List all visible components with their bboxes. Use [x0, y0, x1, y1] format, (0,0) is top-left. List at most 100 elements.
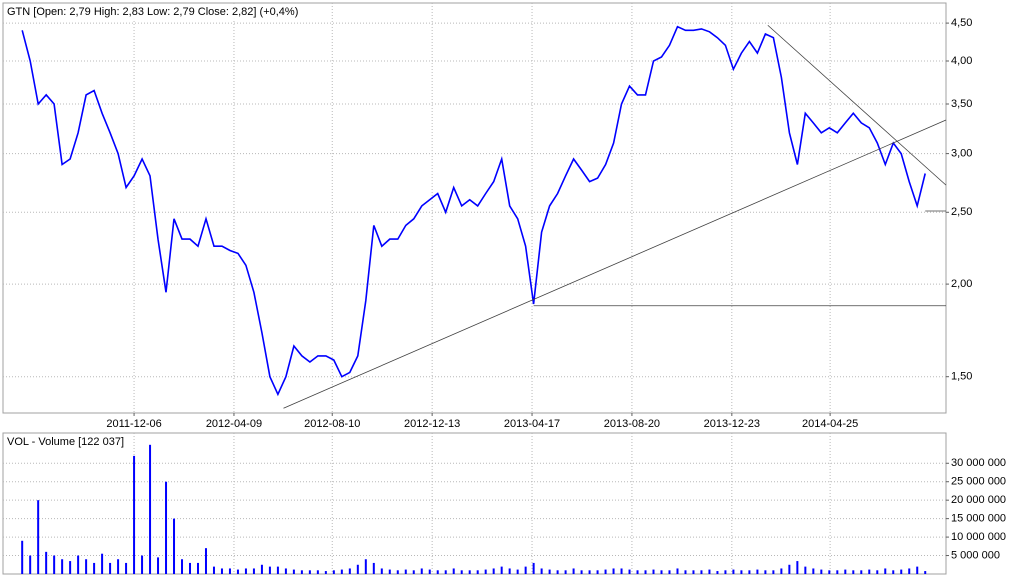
- volume-bar: [628, 569, 631, 574]
- volume-bar: [668, 570, 671, 574]
- volume-bar: [556, 570, 559, 574]
- volume-bar: [332, 570, 335, 574]
- volume-bar: [236, 569, 239, 574]
- x-tick-label: 2012-08-10: [304, 418, 360, 430]
- volume-bar: [396, 570, 399, 574]
- volume-bar: [580, 570, 583, 574]
- y-tick-label: 2,50: [951, 206, 972, 218]
- volume-bar: [300, 570, 303, 574]
- volume-bar: [780, 568, 783, 574]
- trend-line: [283, 119, 947, 409]
- x-tick-label: 2012-04-09: [206, 418, 262, 430]
- volume-bar: [29, 555, 32, 574]
- volume-bar: [804, 566, 807, 574]
- volume-panel: [2, 432, 947, 575]
- volume-bar: [732, 569, 735, 574]
- volume-bar: [852, 570, 855, 574]
- volume-bar: [524, 566, 527, 574]
- volume-bar: [372, 562, 375, 574]
- volume-bar: [125, 562, 128, 574]
- volume-bar: [868, 569, 871, 574]
- volume-bar: [69, 561, 72, 574]
- panel-title: VOL - Volume [122 037]: [7, 436, 124, 448]
- volume-bar: [892, 570, 895, 574]
- volume-bar: [196, 562, 199, 574]
- y-tick-label: 3,00: [951, 148, 972, 160]
- volume-bar: [900, 569, 903, 574]
- volume-bar: [772, 570, 775, 574]
- volume-bar: [412, 570, 415, 574]
- volume-bar: [21, 540, 24, 574]
- volume-bar: [364, 559, 367, 574]
- volume-bar: [796, 561, 799, 574]
- volume-bar: [404, 569, 407, 574]
- volume-bar: [588, 570, 591, 574]
- volume-bar: [476, 570, 479, 574]
- volume-bar: [492, 568, 495, 574]
- volume-bar: [508, 568, 511, 574]
- volume-bar: [644, 570, 647, 574]
- volume-bar: [724, 570, 727, 574]
- volume-bar: [612, 568, 615, 574]
- volume-bar: [348, 568, 351, 574]
- x-tick-label: 2013-04-17: [504, 418, 560, 430]
- volume-bar: [276, 566, 279, 574]
- volume-bar: [428, 569, 431, 574]
- volume-bar: [117, 559, 120, 574]
- price-line: [21, 25, 926, 397]
- volume-bar: [340, 569, 343, 574]
- volume-bar: [45, 551, 48, 574]
- volume-bar: [604, 569, 607, 574]
- volume-bar: [500, 566, 503, 574]
- volume-bar: [109, 562, 112, 574]
- volume-bar: [908, 568, 911, 574]
- volume-bar: [700, 570, 703, 574]
- y-tick-label: 4,50: [951, 17, 972, 29]
- volume-bar: [212, 566, 215, 574]
- volume-bar: [876, 570, 879, 574]
- volume-bar: [740, 570, 743, 574]
- volume-bar: [53, 555, 56, 574]
- volume-bar: [884, 568, 887, 574]
- volume-bar: [820, 569, 823, 574]
- volume-bar: [388, 569, 391, 574]
- y-tick-label: 10 000 000: [951, 531, 1006, 543]
- volume-bar: [308, 570, 311, 574]
- volume-bar: [252, 568, 255, 574]
- x-tick-label: 2012-12-13: [404, 418, 460, 430]
- volume-bar: [61, 559, 64, 574]
- price-panel: [2, 2, 947, 414]
- volume-bar: [380, 568, 383, 574]
- x-tick-label: 2014-04-25: [802, 418, 858, 430]
- volume-bar: [652, 569, 655, 574]
- y-tick-label: 1,50: [951, 371, 972, 383]
- volume-bar: [157, 557, 160, 574]
- volume-bar: [756, 569, 759, 574]
- volume-bar: [636, 570, 639, 574]
- volume-bar: [548, 569, 551, 574]
- volume-bar: [452, 568, 455, 574]
- volume-bar: [268, 566, 271, 574]
- volume-bar: [844, 569, 847, 574]
- volume-bar: [676, 568, 679, 574]
- volume-bar: [324, 571, 327, 574]
- volume-bar: [436, 570, 439, 574]
- volume-bar: [716, 571, 719, 574]
- x-tick-label: 2011-12-06: [106, 418, 161, 430]
- volume-bar: [284, 568, 287, 574]
- volume-bar: [141, 555, 144, 574]
- x-tick-label: 2013-08-20: [604, 418, 660, 430]
- volume-bar: [860, 570, 863, 574]
- y-tick-label: 2,00: [951, 278, 972, 290]
- title-background: [5, 4, 301, 19]
- volume-bar: [189, 562, 192, 574]
- volume-bar: [764, 570, 767, 574]
- volume-bar: [708, 569, 711, 574]
- x-tick-label: 2013-12-23: [704, 418, 760, 430]
- volume-bar: [93, 562, 96, 574]
- y-tick-label: 15 000 000: [951, 513, 1006, 525]
- volume-bar: [812, 568, 815, 574]
- volume-bar: [532, 562, 535, 574]
- volume-bar: [101, 553, 104, 574]
